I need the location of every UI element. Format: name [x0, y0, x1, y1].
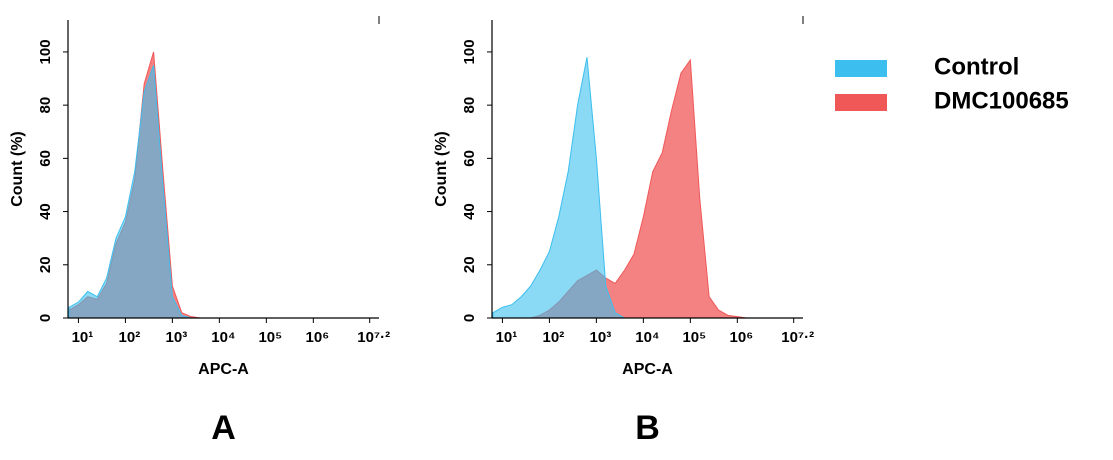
panel-label: B — [635, 409, 660, 447]
x-tick-label: 10⁶ — [306, 329, 330, 346]
x-tick-label: 10⁷·² — [781, 329, 814, 346]
legend-swatch — [835, 60, 887, 77]
x-tick-label: 10² — [119, 329, 141, 346]
x-tick-label: 10⁴ — [635, 329, 659, 346]
histogram-area — [68, 65, 370, 319]
legend-label: DMC100685 — [934, 87, 1069, 114]
y-tick-label: 100 — [461, 39, 478, 64]
y-tick-label: 60 — [37, 150, 54, 167]
y-tick-label: 60 — [461, 150, 478, 167]
x-tick-label: 10² — [543, 329, 565, 346]
y-axis-title: Count (%) — [9, 131, 26, 207]
x-tick-label: 10¹ — [496, 329, 518, 346]
y-tick-label: 20 — [37, 256, 54, 273]
x-tick-label: 10⁶ — [730, 329, 754, 346]
y-tick-label: 40 — [37, 203, 54, 220]
panel-label: A — [211, 409, 236, 447]
y-tick-label: 0 — [461, 314, 478, 322]
y-tick-label: 80 — [461, 97, 478, 114]
x-tick-label: 10³ — [166, 329, 188, 346]
x-tick-label: 10⁴ — [211, 329, 235, 346]
legend-swatch — [835, 94, 887, 111]
y-tick-label: 0 — [37, 314, 54, 322]
y-tick-label: 20 — [461, 256, 478, 273]
x-tick-label: 10³ — [590, 329, 612, 346]
y-tick-label: 100 — [37, 39, 54, 64]
x-tick-label: 10¹ — [72, 329, 94, 346]
x-axis-title: APC-A — [198, 361, 249, 378]
x-tick-label: 10⁷·² — [357, 329, 390, 346]
x-tick-label: 10⁵ — [258, 329, 282, 346]
y-tick-label: 80 — [37, 97, 54, 114]
x-tick-label: 10⁵ — [682, 329, 706, 346]
y-tick-label: 40 — [461, 203, 478, 220]
x-axis-title: APC-A — [622, 361, 673, 378]
legend-label: Control — [934, 53, 1019, 80]
y-axis-title: Count (%) — [433, 131, 450, 207]
